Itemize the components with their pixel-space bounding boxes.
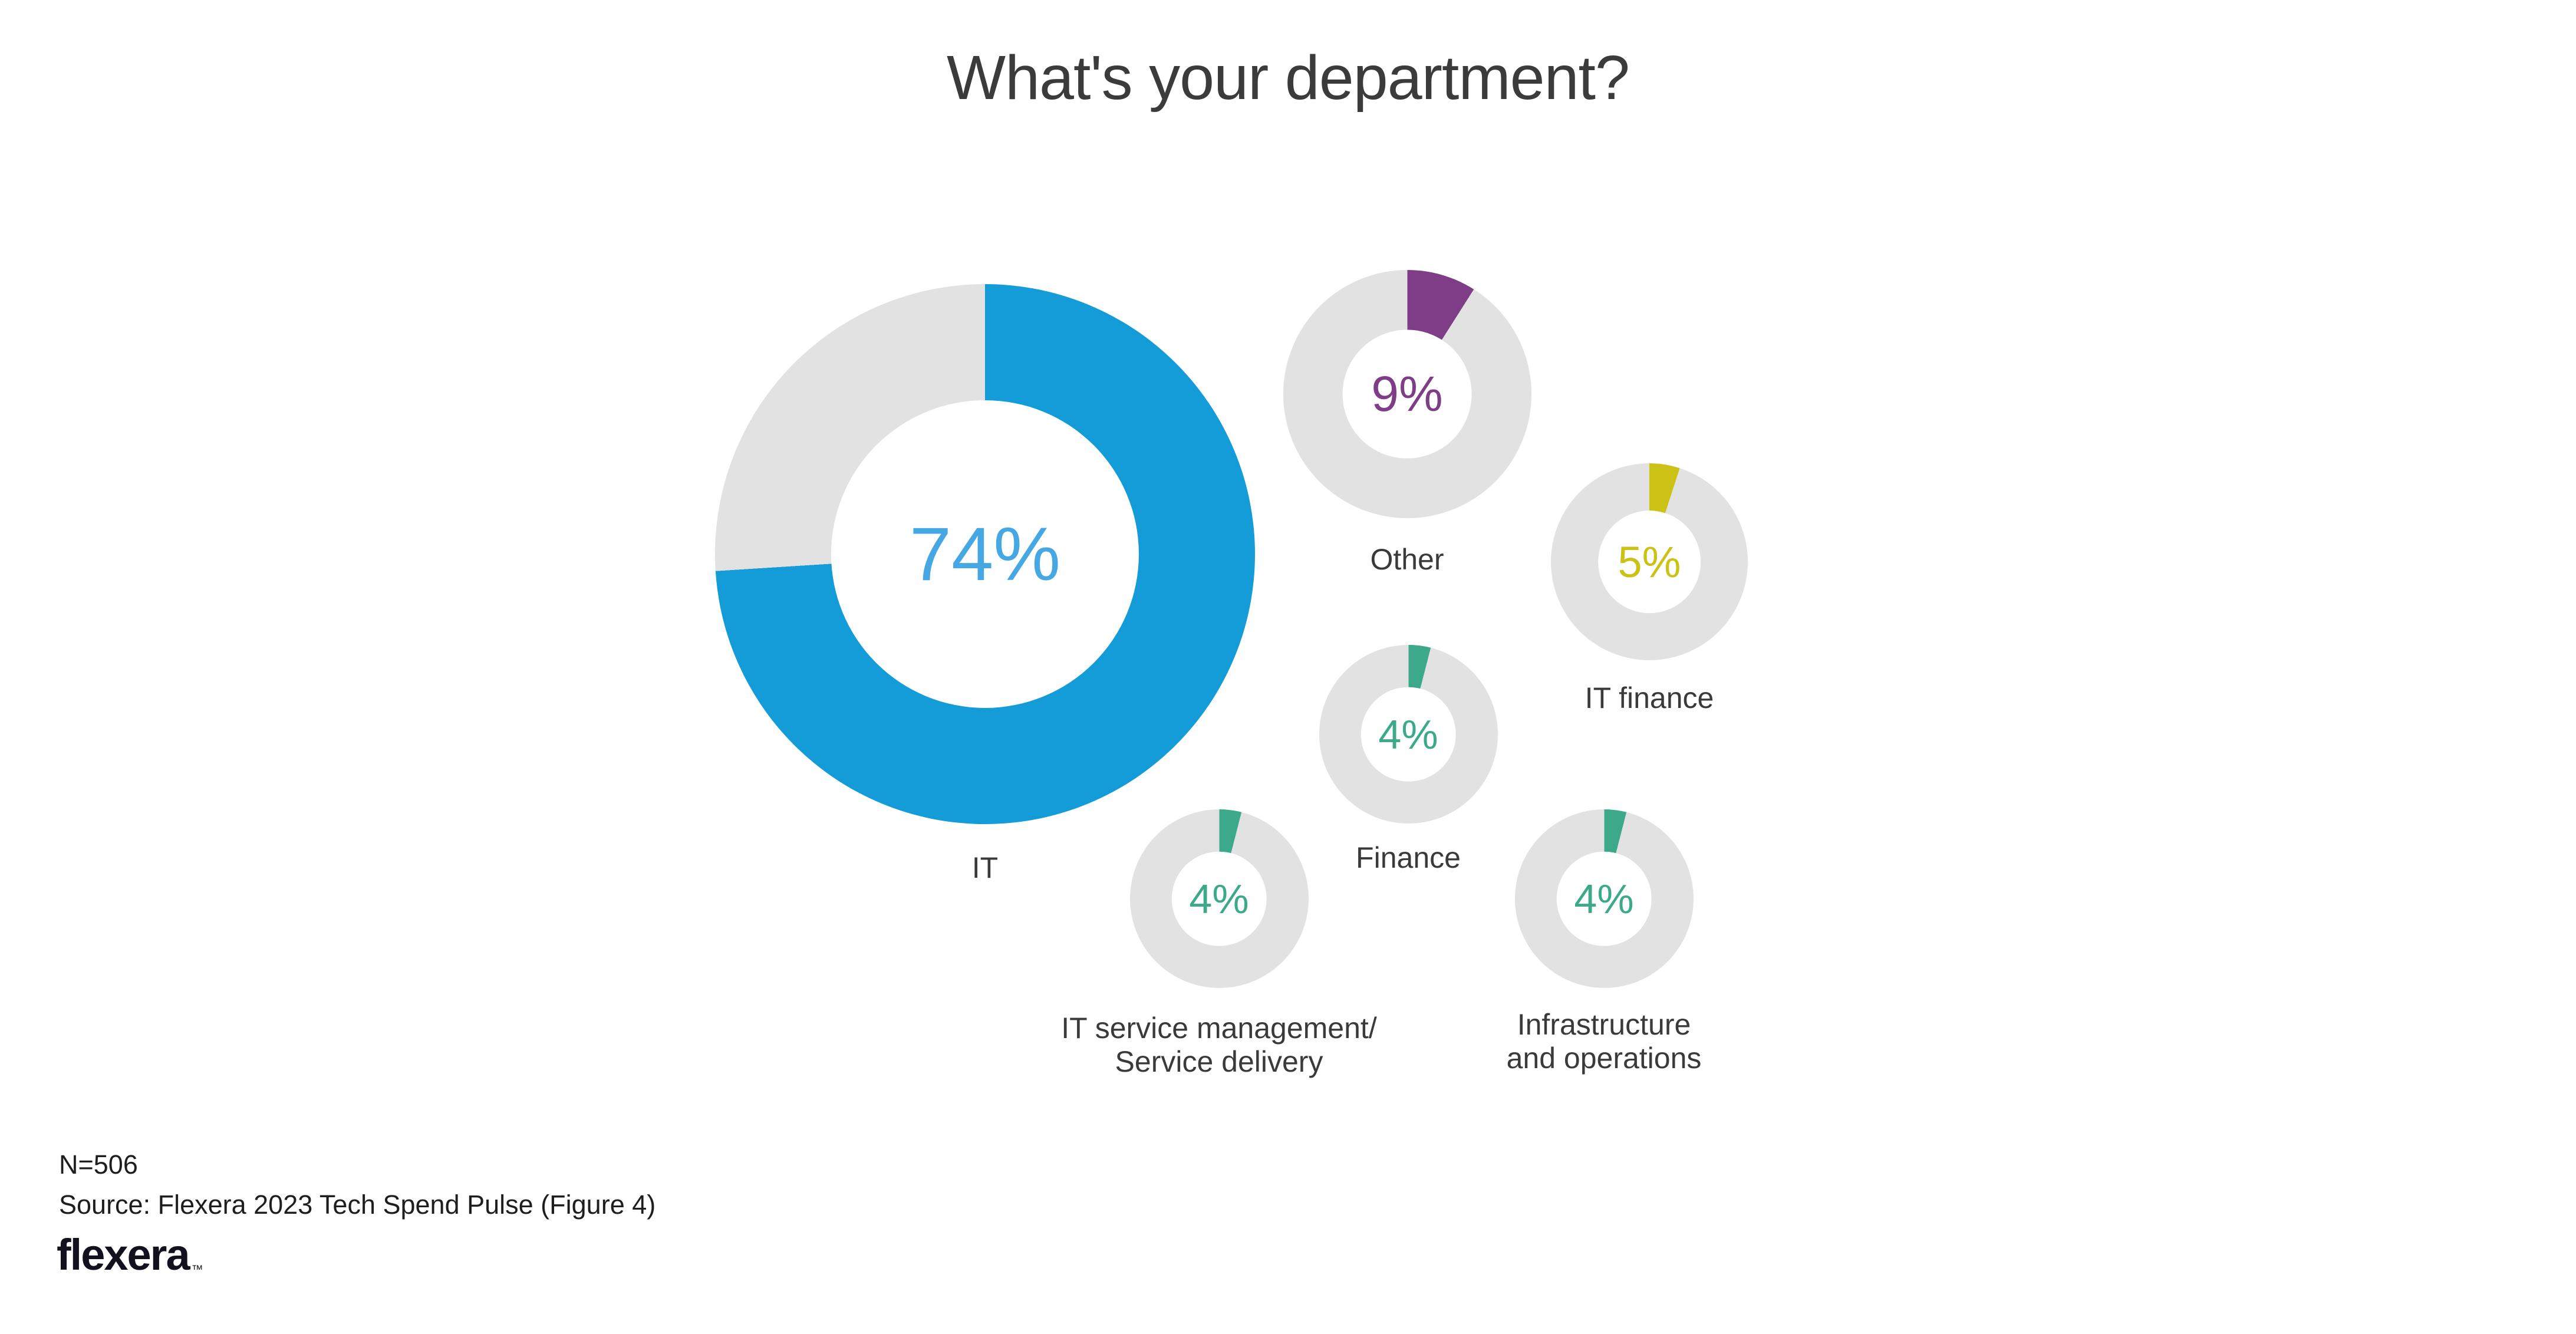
donut-label-it-service-management: IT service management/ Service delivery — [1061, 1012, 1376, 1079]
donut-label-line: Service delivery — [1115, 1045, 1323, 1078]
donut-label-other: Other — [1370, 543, 1444, 577]
donut-group-other: 9% Other — [1201, 270, 1613, 577]
donut-hole — [831, 400, 1139, 709]
donut-ring-it: 74% — [715, 284, 1255, 824]
donut-value-it: 74% — [909, 512, 1061, 597]
donut-hole — [1556, 851, 1652, 946]
donut-hole — [1598, 510, 1701, 613]
donut-group-finance: 4% Finance — [1202, 645, 1615, 875]
donut-label-line: IT — [971, 851, 999, 884]
donut-value-infrastructure-operations: 4% — [1574, 875, 1634, 922]
donut-label-line: IT finance — [1585, 681, 1714, 714]
source-note: Source: Flexera 2023 Tech Spend Pulse (F… — [59, 1190, 656, 1220]
donut-ring-infrastructure-operations: 4% — [1514, 809, 1694, 988]
donut-group-it-finance: 5% IT finance — [1443, 463, 1856, 715]
donut-label-it-finance: IT finance — [1585, 681, 1714, 715]
donut-value-it-finance: 5% — [1618, 537, 1681, 587]
donut-label-line: and operations — [1506, 1042, 1702, 1075]
donut-ring-it-service-management: 4% — [1129, 809, 1309, 988]
donut-label-it: IT — [972, 851, 998, 885]
donut-label-line: Finance — [1356, 841, 1461, 874]
donut-value-it-service-management: 4% — [1189, 875, 1249, 922]
flexera-logo-text: flexera — [57, 1230, 190, 1279]
trademark-symbol: ™ — [191, 1263, 203, 1276]
donut-value-finance: 4% — [1378, 711, 1438, 757]
donut-label-line: IT service management/ — [1061, 1012, 1377, 1045]
donut-hole — [1171, 851, 1267, 946]
donut-group-it: 74% IT — [690, 284, 1280, 885]
donut-group-it-service-management: 4% IT service management/ Service delive… — [1013, 809, 1425, 1079]
donut-label-line: Infrastructure — [1517, 1008, 1691, 1041]
donut-hole — [1342, 330, 1472, 459]
chart-title: What's your department? — [947, 43, 1630, 113]
donut-value-other: 9% — [1371, 366, 1443, 421]
donut-label-infrastructure-operations: Infrastructure and operations — [1507, 1008, 1702, 1075]
flexera-logo: flexera ™ — [57, 1230, 203, 1280]
donut-hole — [1361, 687, 1456, 782]
donut-ring-finance: 4% — [1319, 645, 1498, 824]
donut-group-infrastructure-operations: 4% Infrastructure and operations — [1398, 809, 1810, 1075]
donut-label-finance: Finance — [1356, 841, 1461, 875]
donut-label-line: Other — [1370, 543, 1444, 576]
donut-ring-it-finance: 5% — [1551, 463, 1748, 660]
sample-size-label: N=506 — [59, 1149, 138, 1180]
donut-ring-other: 9% — [1283, 270, 1531, 518]
